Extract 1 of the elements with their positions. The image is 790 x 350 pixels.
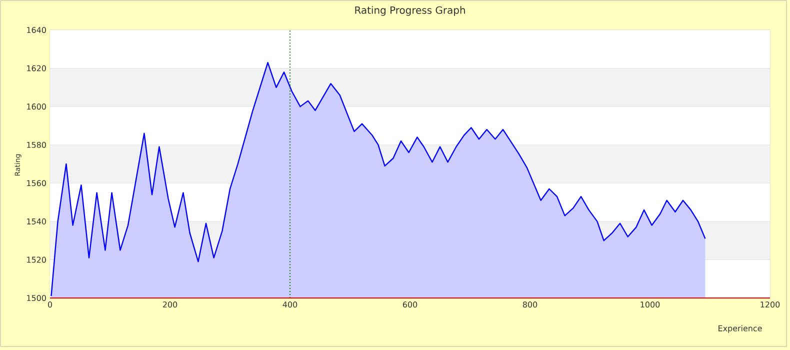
chart-title: Rating Progress Graph	[355, 6, 465, 16]
